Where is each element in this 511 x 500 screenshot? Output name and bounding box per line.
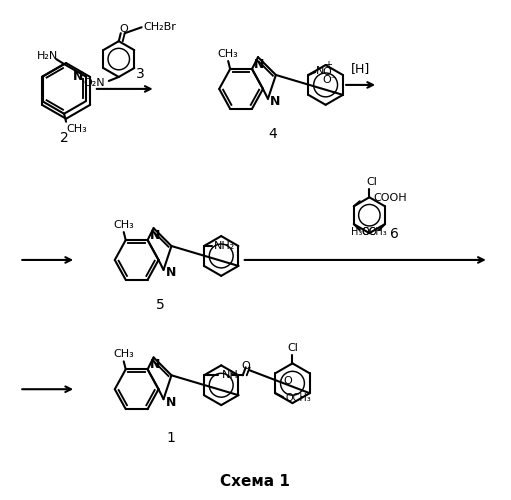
Text: N: N [316, 66, 324, 76]
Text: N: N [254, 58, 264, 70]
Text: O₂N: O₂N [83, 78, 105, 88]
Text: 3: 3 [136, 67, 145, 81]
Text: CH₂Br: CH₂Br [144, 22, 176, 32]
Text: NH₂: NH₂ [214, 241, 235, 251]
Text: Cl: Cl [287, 344, 298, 353]
Text: O: O [283, 376, 292, 386]
Text: CH₃: CH₃ [113, 220, 134, 230]
Text: O: O [241, 362, 250, 372]
Text: 4: 4 [268, 126, 277, 140]
Text: OCH₃: OCH₃ [362, 227, 387, 237]
Text: COOH: COOH [374, 194, 407, 203]
Text: N: N [150, 358, 160, 371]
Text: O⁻: O⁻ [322, 75, 337, 85]
Text: O: O [322, 67, 331, 77]
Text: OCH₃: OCH₃ [285, 393, 311, 403]
Text: N: N [166, 396, 176, 408]
Text: CH₃: CH₃ [66, 124, 87, 134]
Text: CH₃: CH₃ [113, 350, 134, 360]
Text: 5: 5 [156, 298, 165, 312]
Text: Cl: Cl [366, 178, 377, 188]
Text: 1: 1 [166, 431, 175, 445]
Text: [H]: [H] [351, 62, 370, 75]
Text: H₂N: H₂N [37, 51, 58, 61]
Text: N: N [73, 70, 84, 83]
Text: 6: 6 [390, 227, 399, 241]
Text: H₃CO: H₃CO [351, 227, 377, 237]
Text: Схема 1: Схема 1 [220, 474, 290, 488]
Text: 2: 2 [60, 130, 68, 144]
Text: NH: NH [222, 370, 239, 380]
Text: N: N [270, 96, 281, 108]
Text: +: + [324, 60, 332, 70]
Text: CH₃: CH₃ [218, 49, 239, 59]
Text: N: N [150, 228, 160, 241]
Text: N: N [166, 266, 176, 280]
Text: O: O [120, 24, 128, 34]
